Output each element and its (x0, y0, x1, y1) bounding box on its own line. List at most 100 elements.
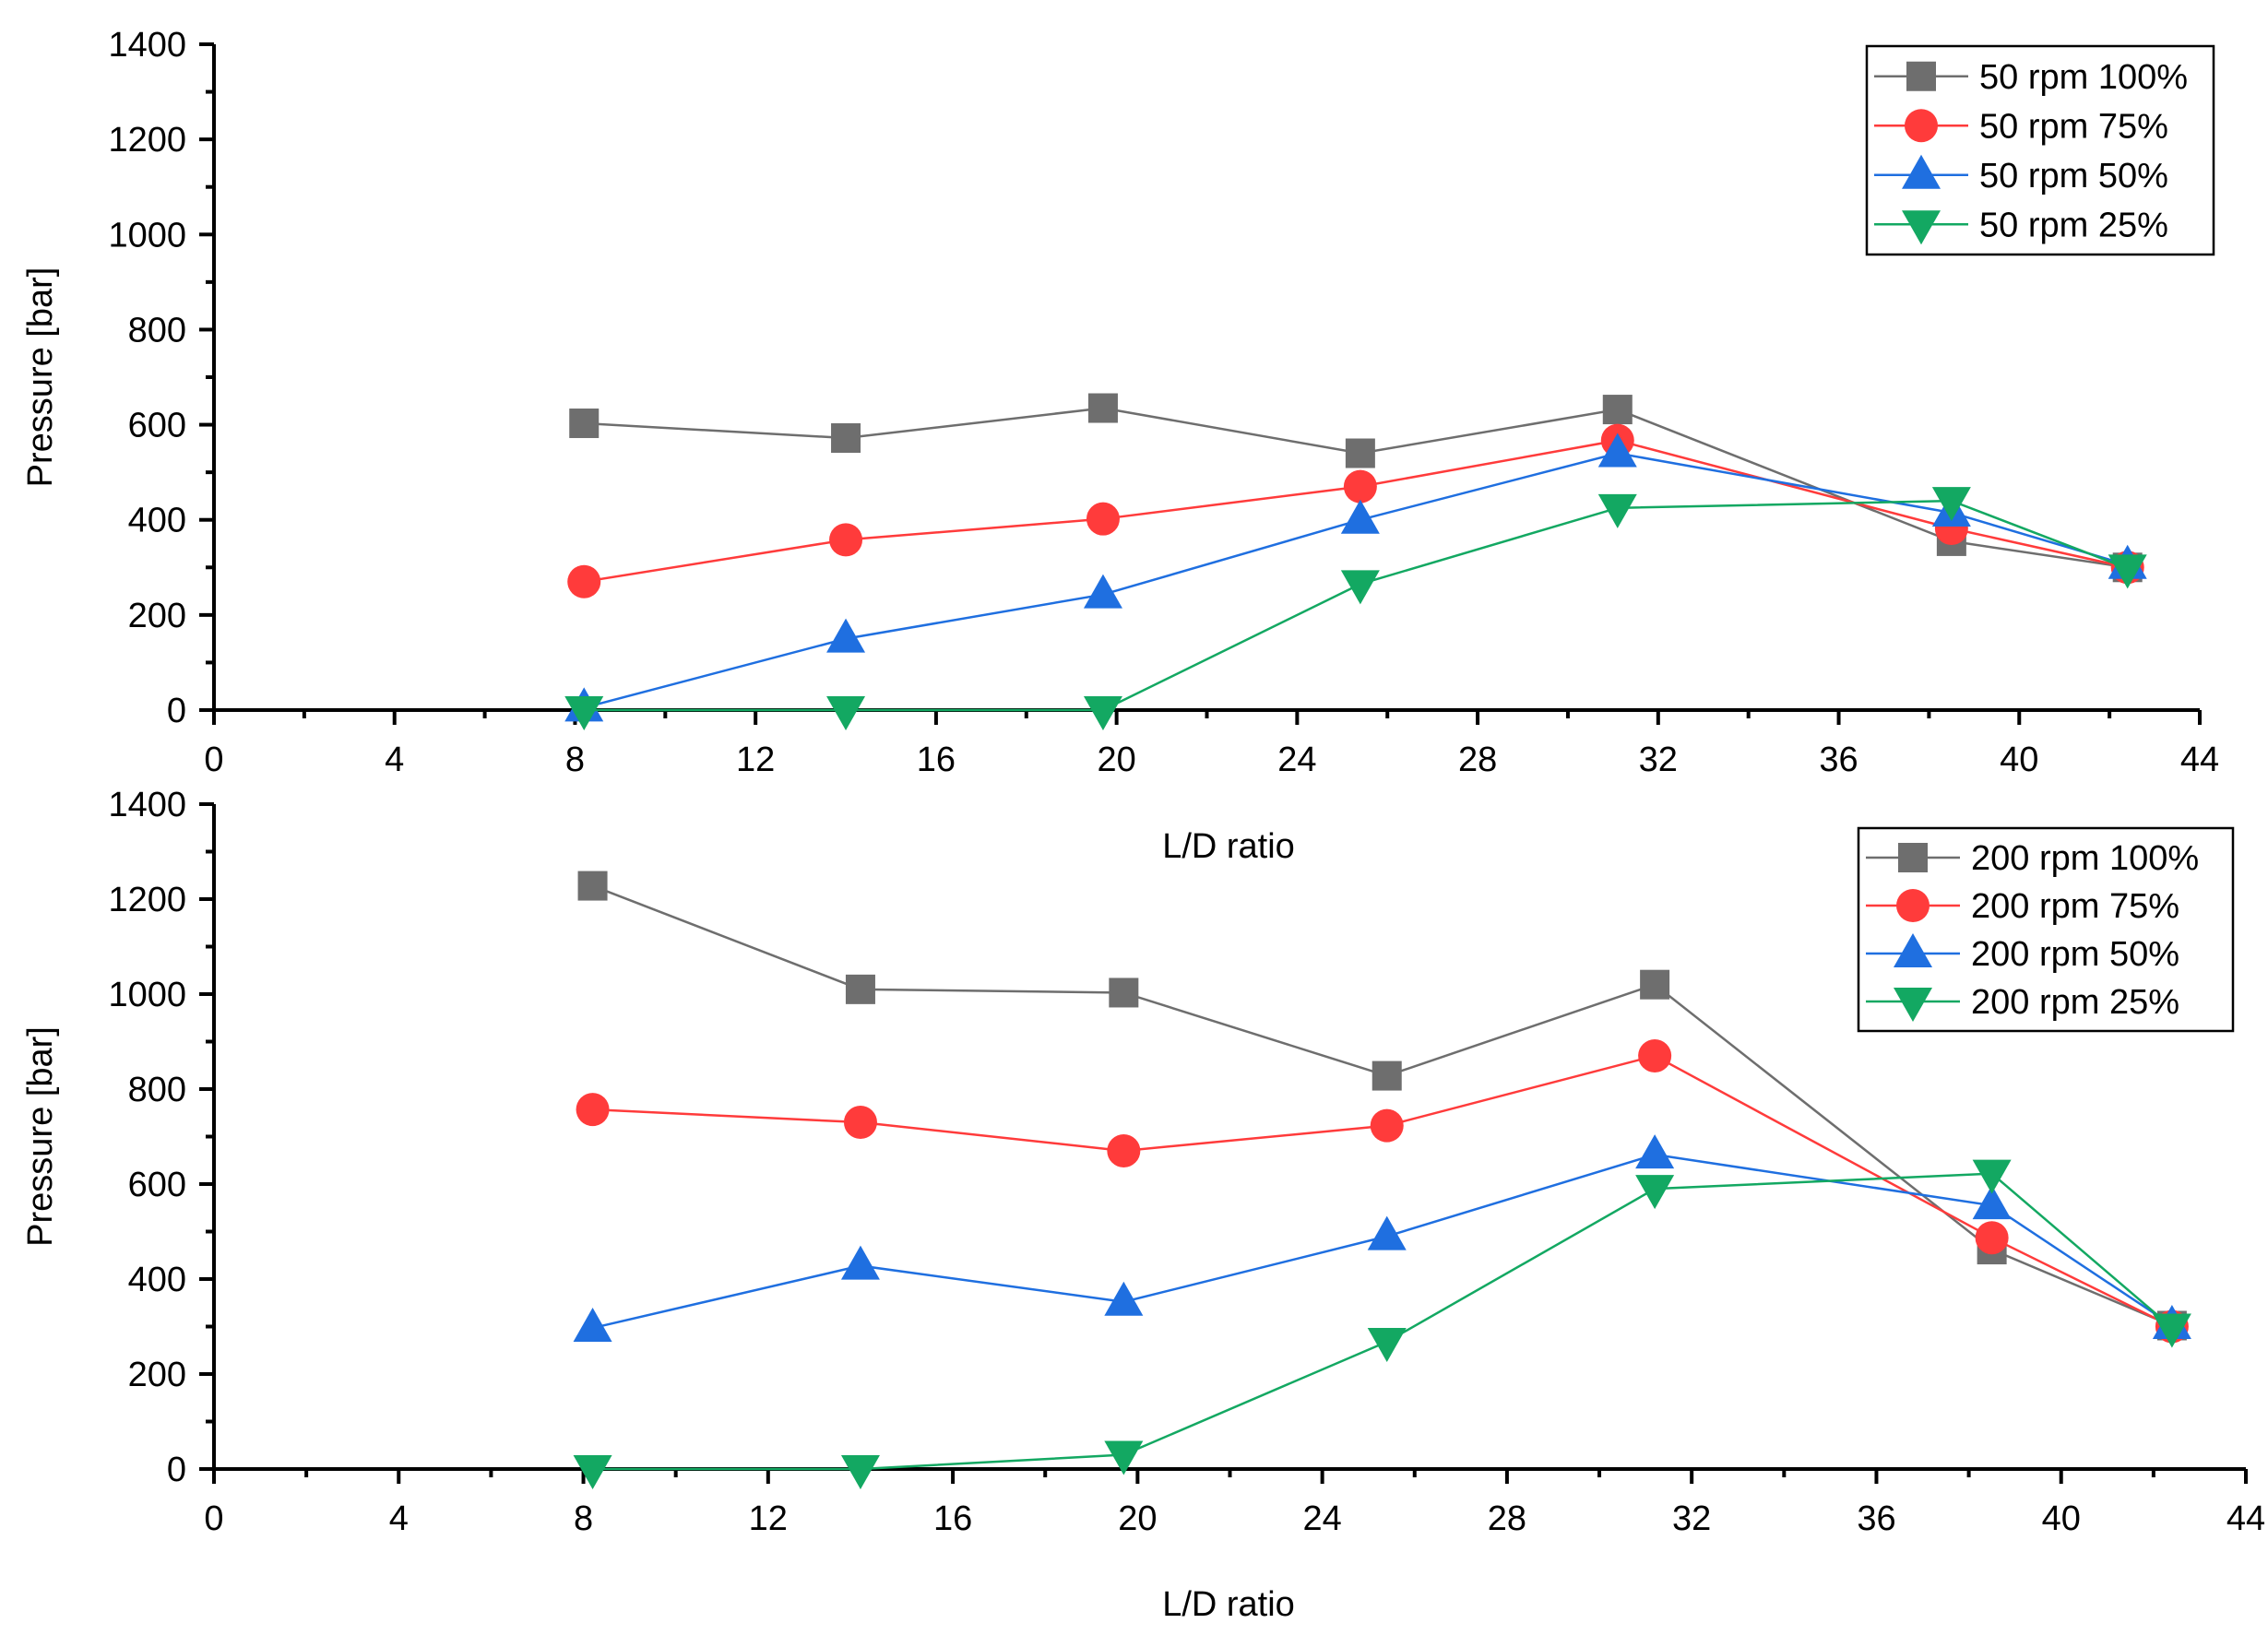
x-tick-label: 32 (1672, 1499, 1711, 1538)
data-point (1340, 499, 1380, 534)
y-tick-label: 1000 (108, 216, 186, 255)
x-tick-label: 28 (1488, 1499, 1526, 1538)
data-point (576, 1093, 610, 1127)
data-point (826, 618, 866, 653)
y-axis-title: Pressure [bar] (21, 1026, 60, 1247)
y-tick-label: 1400 (108, 786, 186, 824)
y-tick-label: 1400 (108, 26, 186, 65)
y-tick-label: 600 (128, 1166, 186, 1204)
legend-label: 50 rpm 100% (1979, 58, 2188, 97)
legend-swatch-marker (1894, 988, 1932, 1022)
y-tick-label: 600 (128, 407, 186, 445)
x-tick-label: 20 (1097, 741, 1135, 779)
y-tick-label: 400 (128, 1261, 186, 1299)
data-point (1086, 502, 1120, 536)
legend-swatch-marker (1902, 154, 1941, 189)
legend-label: 50 rpm 25% (1979, 206, 2168, 244)
legend-swatch-marker (1896, 889, 1930, 922)
x-tick-label: 0 (204, 741, 223, 779)
data-point (1340, 570, 1380, 605)
series-50-rpm-25- (564, 487, 2147, 730)
data-point (1635, 1175, 1675, 1210)
y-tick-label: 1200 (108, 881, 186, 919)
data-point (1087, 393, 1118, 423)
x-tick-label: 4 (389, 1499, 409, 1538)
legend-label: 50 rpm 50% (1979, 157, 2168, 196)
x-tick-label: 44 (2180, 741, 2219, 779)
y-tick-label: 1200 (108, 121, 186, 160)
x-tick-label: 20 (1118, 1499, 1157, 1538)
y-axis-title: Pressure [bar] (21, 267, 60, 488)
y-tick-label: 200 (128, 1356, 186, 1394)
data-point (1104, 1281, 1144, 1316)
legend: 200 rpm 100% 200 rpm 75% 200 rpm 50% 200 rp… (1857, 826, 2235, 1033)
x-tick-label: 40 (2000, 741, 2038, 779)
data-point (564, 696, 604, 730)
data-point (826, 696, 866, 730)
data-point (1083, 696, 1122, 730)
data-point (1975, 1221, 2009, 1255)
data-point (573, 1455, 612, 1489)
x-tick-label: 24 (1302, 1499, 1341, 1538)
y-tick-label: 200 (128, 597, 186, 635)
x-tick-label: 36 (1819, 741, 1858, 779)
x-tick-label: 4 (385, 741, 404, 779)
data-point (1083, 574, 1122, 609)
data-point (840, 1455, 880, 1489)
x-axis-title: L/D ratio (1162, 1585, 1295, 1624)
y-tick-label: 800 (128, 311, 186, 350)
x-tick-label: 24 (1277, 741, 1316, 779)
x-tick-label: 0 (204, 1499, 223, 1538)
x-tick-label: 28 (1458, 741, 1497, 779)
data-point (1109, 978, 1139, 1008)
data-point (1597, 493, 1637, 528)
data-point (1343, 469, 1377, 504)
legend-label: 200 rpm 50% (1971, 935, 2179, 974)
chart-panel-bottom: 0 4 8 12 16 20 24 28 32 36 40 44 0 200 400 600 800 1000 12… (21, 786, 2265, 1624)
data-point (1931, 487, 1971, 522)
series-200-rpm-75- (576, 1038, 2189, 1344)
y-tick-label: 1000 (108, 976, 186, 1014)
data-point (2108, 554, 2147, 589)
legend-label: 200 rpm 100% (1971, 839, 2199, 878)
data-point (1638, 1038, 1672, 1072)
data-point (577, 871, 608, 901)
data-point (1370, 1108, 1404, 1143)
data-point (831, 423, 861, 454)
data-point (1107, 1133, 1141, 1167)
legend-swatch-marker (1898, 843, 1928, 872)
data-point (569, 409, 600, 439)
y-tick-label: 800 (128, 1071, 186, 1109)
x-tick-label: 8 (565, 741, 585, 779)
legend-label: 200 rpm 75% (1971, 887, 2179, 926)
y-tick-label: 400 (128, 502, 186, 540)
data-point (1640, 969, 1670, 1000)
legend-swatch-marker (1906, 61, 1936, 91)
data-point (840, 1245, 880, 1280)
data-point (1367, 1215, 1407, 1250)
legend-label: 200 rpm 25% (1971, 983, 2179, 1022)
legend: 50 rpm 100% 50 rpm 75% 50 rpm 50% 50 rpm 25… (1865, 44, 2215, 256)
x-tick-label: 16 (917, 741, 956, 779)
data-point (1602, 395, 1633, 425)
x-tick-label: 40 (2042, 1499, 2081, 1538)
chart-panel-top: 0 4 8 12 16 20 24 28 32 36 40 44 0 200 400 600 800 1000 12… (21, 26, 2219, 866)
data-point (1104, 1440, 1144, 1475)
data-point (845, 974, 875, 1004)
x-tick-label: 12 (736, 741, 775, 779)
data-point (1597, 432, 1637, 468)
x-tick-label: 32 (1639, 741, 1678, 779)
legend-swatch-marker (1894, 933, 1932, 967)
legend-label: 50 rpm 75% (1979, 107, 2168, 146)
data-point (829, 523, 863, 557)
x-tick-label: 8 (574, 1499, 593, 1538)
series-200-rpm-50- (573, 1134, 2191, 1343)
y-tick-label: 0 (167, 692, 186, 730)
data-point (1371, 1060, 1402, 1091)
data-point (1367, 1327, 1407, 1362)
data-point (1972, 1185, 2012, 1220)
legend-swatch-marker (1905, 109, 1938, 143)
x-tick-label: 16 (933, 1499, 972, 1538)
data-point (2152, 1313, 2191, 1348)
